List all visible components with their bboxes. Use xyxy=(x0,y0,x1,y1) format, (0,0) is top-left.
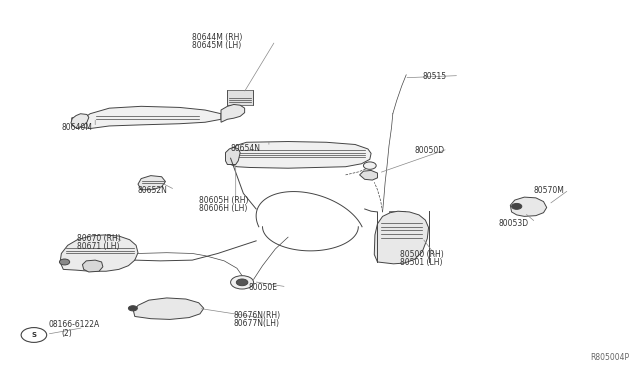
Text: 80570M: 80570M xyxy=(534,186,565,195)
Bar xyxy=(227,90,253,105)
Bar xyxy=(389,211,405,221)
Circle shape xyxy=(364,162,376,169)
Text: 80644M (RH): 80644M (RH) xyxy=(192,33,243,42)
Circle shape xyxy=(230,276,253,289)
Circle shape xyxy=(21,328,47,342)
Text: 80652N: 80652N xyxy=(138,186,168,195)
Polygon shape xyxy=(230,141,371,168)
Polygon shape xyxy=(360,170,378,180)
Text: 80654N: 80654N xyxy=(230,144,260,153)
Polygon shape xyxy=(374,211,429,264)
Polygon shape xyxy=(510,197,547,217)
Polygon shape xyxy=(225,147,240,164)
Text: 08166-6122A: 08166-6122A xyxy=(49,321,100,330)
Text: 80500 (RH): 80500 (RH) xyxy=(400,250,444,259)
Text: 80515: 80515 xyxy=(422,72,446,81)
Bar xyxy=(280,151,294,163)
Polygon shape xyxy=(134,298,204,320)
Bar xyxy=(244,151,259,163)
Circle shape xyxy=(60,259,70,265)
Circle shape xyxy=(129,306,138,311)
Text: 80670 (RH): 80670 (RH) xyxy=(77,234,121,243)
Polygon shape xyxy=(60,235,138,271)
Text: 80050E: 80050E xyxy=(248,283,278,292)
Text: S: S xyxy=(31,332,36,338)
Bar xyxy=(262,151,276,163)
Text: 80677N(LH): 80677N(LH) xyxy=(234,320,280,328)
Text: 80671 (LH): 80671 (LH) xyxy=(77,242,120,251)
Text: 80645M (LH): 80645M (LH) xyxy=(192,41,241,51)
Polygon shape xyxy=(138,176,166,190)
Bar xyxy=(300,151,314,163)
Text: 80605H (RH): 80605H (RH) xyxy=(198,196,248,205)
Polygon shape xyxy=(83,260,103,272)
Circle shape xyxy=(236,279,248,286)
Text: 80640M: 80640M xyxy=(61,123,92,132)
Text: 80501 (LH): 80501 (LH) xyxy=(400,258,442,267)
Text: 80050D: 80050D xyxy=(415,145,445,154)
Text: 80606H (LH): 80606H (LH) xyxy=(198,205,247,214)
Bar xyxy=(338,151,352,163)
Polygon shape xyxy=(221,105,244,122)
Circle shape xyxy=(511,203,522,209)
Text: 80676N(RH): 80676N(RH) xyxy=(234,311,281,320)
Text: (2): (2) xyxy=(61,328,72,338)
Text: 80053D: 80053D xyxy=(499,219,529,228)
Polygon shape xyxy=(71,114,89,129)
Polygon shape xyxy=(77,106,221,129)
Bar xyxy=(319,151,333,163)
Text: R805004P: R805004P xyxy=(591,353,630,362)
FancyBboxPatch shape xyxy=(72,118,86,126)
